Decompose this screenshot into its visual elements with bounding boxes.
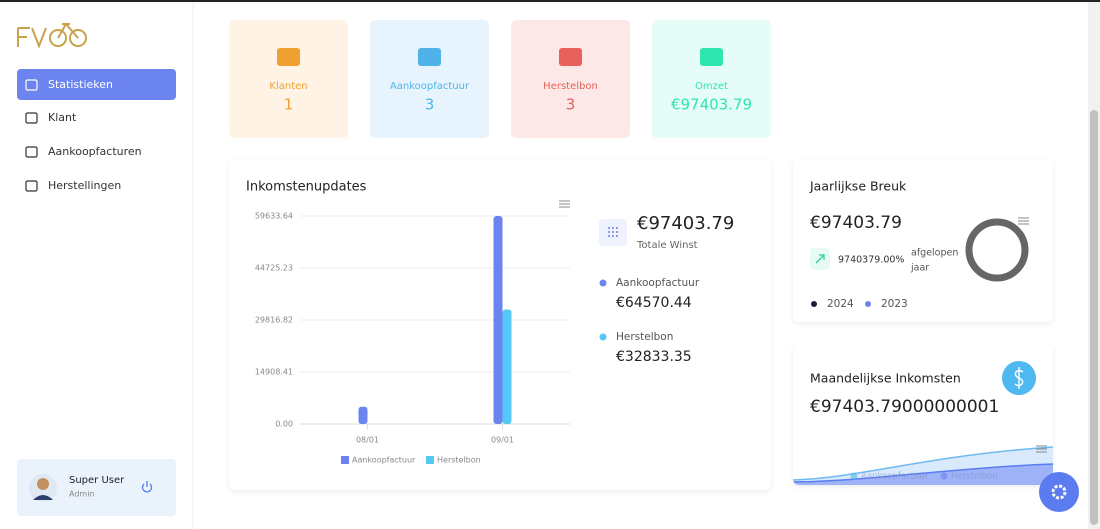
user-role: Admin — [69, 490, 95, 499]
legend-dot — [599, 279, 607, 287]
avatar-face — [37, 478, 49, 490]
settings-button[interactable] — [1039, 472, 1079, 512]
legend-label[interactable]: 2023 — [881, 298, 908, 310]
legend-label[interactable]: Aankoopfactuur — [352, 456, 416, 465]
summary-value: €32833.35 — [616, 349, 692, 365]
menu-icon — [25, 146, 38, 158]
top-border — [0, 0, 1100, 2]
menu-icon — [25, 112, 38, 124]
y-tick-label: 0.00 — [275, 420, 293, 429]
sparkline-menu[interactable] — [1036, 445, 1047, 453]
legend-dot — [865, 301, 871, 307]
donut-menu[interactable] — [1018, 217, 1029, 225]
monthly-value: €97403.79000000001 — [810, 397, 999, 417]
legend-dot — [811, 301, 817, 307]
donut — [965, 218, 1029, 282]
total-label: Totale Winst — [636, 240, 698, 251]
menu-item[interactable]: Klant — [48, 111, 77, 124]
stat-icon — [277, 48, 300, 66]
gear-icon — [1051, 484, 1067, 500]
summary-value: €64570.44 — [616, 295, 692, 311]
grid-icon — [608, 227, 618, 237]
stat-card — [652, 20, 771, 138]
logout-button[interactable] — [141, 481, 153, 493]
stat-value: 1 — [284, 96, 294, 114]
legend-label[interactable]: Aankoopfactuur — [861, 472, 929, 482]
y-tick-label: 14908.41 — [255, 368, 293, 377]
scroll-thumb[interactable] — [1090, 110, 1098, 525]
bar — [493, 216, 503, 424]
stat-card — [229, 20, 348, 138]
legend-label[interactable]: 2024 — [827, 298, 854, 310]
y-tick-label: 44725.23 — [255, 264, 293, 273]
chart-menu[interactable] — [559, 200, 570, 208]
stat-label: Omzet — [695, 81, 728, 92]
legend-dot — [850, 472, 858, 480]
menu-item[interactable]: Aankoopfacturen — [48, 145, 142, 158]
chart-title: Inkomstenupdates — [246, 180, 367, 195]
sparkline — [793, 446, 1053, 485]
stat-label: Herstelbon — [543, 81, 598, 92]
yearly-value: €97403.79 — [810, 213, 902, 233]
user-card — [17, 459, 176, 516]
menu-item[interactable]: Herstellingen — [48, 179, 121, 192]
change-label: jaar — [910, 263, 929, 274]
stat-value: €97403.79 — [671, 96, 752, 114]
stat-card — [370, 20, 489, 138]
y-tick-label: 59633.64 — [255, 212, 293, 221]
x-tick-label: 08/01 — [356, 436, 379, 445]
legend-swatch — [341, 456, 349, 464]
legend-label[interactable]: Herstelbon — [437, 456, 481, 465]
legend-dot — [940, 472, 948, 480]
menu-active[interactable] — [17, 69, 176, 100]
dollar-sign — [1014, 367, 1024, 389]
yearly-title: Jaarlijkse Breuk — [809, 179, 907, 194]
avatar-body — [33, 495, 53, 500]
user-name: Super User — [69, 475, 125, 486]
legend-swatch — [426, 456, 434, 464]
monthly-title: Maandelijkse Inkomsten — [810, 371, 961, 386]
bar — [502, 309, 512, 424]
logo — [17, 22, 87, 49]
menu-item[interactable]: Statistieken — [48, 78, 113, 91]
stat-icon — [559, 48, 582, 66]
menu-icon — [25, 180, 38, 192]
stat-value: 3 — [425, 96, 435, 114]
x-tick-label: 09/01 — [491, 436, 514, 445]
stat-label: Klanten — [269, 81, 307, 92]
stat-icon — [700, 48, 723, 66]
yearly-change: 9740379.00% — [838, 255, 904, 266]
stat-icon — [418, 48, 441, 66]
monthly-card — [793, 345, 1053, 485]
change-label: afgelopen — [911, 248, 958, 259]
stat-card — [511, 20, 630, 138]
summary-name: Aankoopfactuur — [616, 277, 700, 289]
summary-name: Herstelbon — [616, 331, 673, 343]
yearly-card — [793, 160, 1053, 322]
bar — [358, 406, 368, 424]
stat-label: Aankoopfactuur — [390, 81, 470, 92]
total-value: €97403.79 — [637, 213, 734, 234]
stat-value: 3 — [566, 96, 576, 114]
trend-arrow — [815, 254, 825, 264]
menu-icon — [25, 79, 38, 91]
legend-dot — [599, 333, 607, 341]
legend-label[interactable]: Herstelbon — [951, 472, 997, 482]
y-tick-label: 29816.82 — [255, 316, 293, 325]
